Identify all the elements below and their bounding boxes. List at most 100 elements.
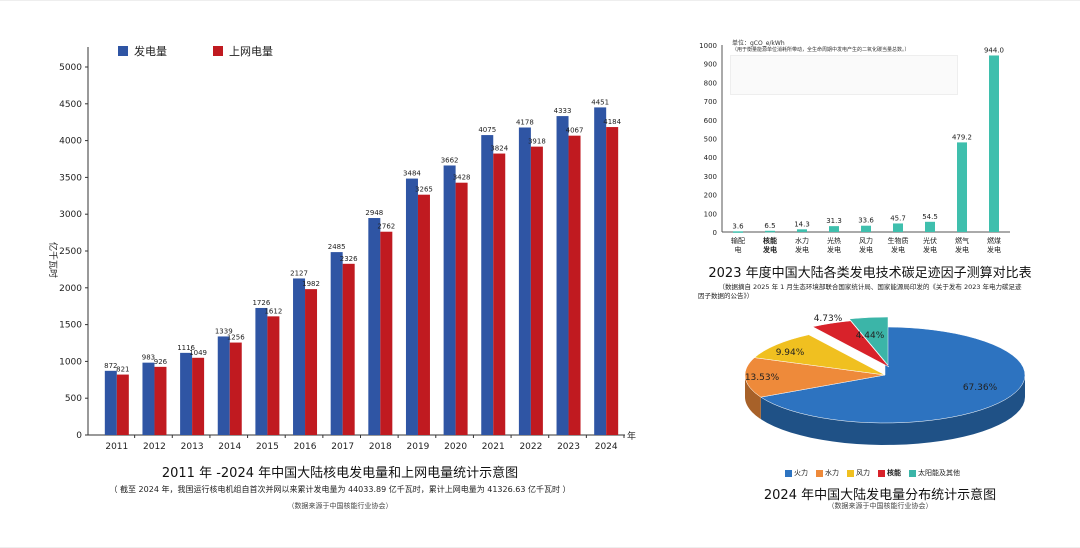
x-tick-label: 2016 xyxy=(294,442,317,452)
pie-slice-火力 xyxy=(760,326,1026,424)
x-axis-label: 年 xyxy=(627,430,636,442)
y-tick-label: 1000 xyxy=(699,42,717,50)
x-tick-label: 发电 xyxy=(955,245,969,254)
x-tick-label: 燃气 xyxy=(955,236,969,245)
bar-grid-2019 xyxy=(417,194,430,435)
pie-legend-item: 水力 xyxy=(816,468,839,478)
bar-value-label: 4333 xyxy=(554,107,572,115)
pie-label: 4.44% xyxy=(856,331,885,341)
x-tick-label: 2020 xyxy=(444,442,467,452)
bar-value-label: 45.7 xyxy=(890,214,906,222)
bar-generation-2023 xyxy=(556,116,569,436)
x-tick-label: 2019 xyxy=(407,442,430,452)
y-tick-label: 200 xyxy=(704,192,717,200)
y-tick-label: 1500 xyxy=(59,321,82,331)
bar-value-label: 4067 xyxy=(566,127,584,135)
x-tick-label: 光伏 xyxy=(923,236,937,245)
x-tick-label: 发电 xyxy=(923,245,937,254)
chart3-source: （数据来源于中国核能行业协会） xyxy=(827,502,933,510)
bar-value-label: 4451 xyxy=(591,98,609,106)
bar-value-label: 1256 xyxy=(227,334,245,342)
bar-generation-2017 xyxy=(330,252,343,435)
chart1-subtitle: （ 截至 2024 年，我国运行核电机组自首次并网以来累计发电量为 44033.… xyxy=(109,485,571,494)
pie-label: 67.36% xyxy=(963,383,998,393)
chart2-subtitle-1: （数据摘自 2025 年 1 月生态环境部联合国家统计局、国家能源局印发的《关于… xyxy=(718,283,1022,291)
bar-value-label: 4075 xyxy=(478,126,496,134)
bar-value-label: 2485 xyxy=(328,243,346,251)
bar-generation-2021 xyxy=(481,135,494,435)
bar-generation-2019 xyxy=(405,178,418,435)
bar-value-label: 926 xyxy=(154,358,168,366)
bar-generation-2018 xyxy=(368,218,381,435)
pie-slice-风力 xyxy=(753,334,886,376)
bar-grid-2024 xyxy=(606,127,619,435)
bar-value-label: 2326 xyxy=(340,255,358,263)
chart2-note: （用于衡量能源单位消耗所带动，全生命周期中发电产生的二氧化碳当量总数。） xyxy=(732,47,910,53)
bar-输配电 xyxy=(733,231,743,233)
bar-generation-2020 xyxy=(443,165,456,435)
chart2-description-box xyxy=(730,55,958,95)
x-tick-label: 电 xyxy=(735,245,742,254)
pie-legend-item: 核能 xyxy=(878,468,901,478)
pie-side-水力 xyxy=(745,375,761,420)
x-tick-label: 风力 xyxy=(859,236,873,245)
bar-value-label: 3662 xyxy=(441,156,459,164)
pie-legend-item: 风力 xyxy=(847,468,870,478)
bar-generation-2013 xyxy=(180,352,193,435)
generation-distribution-pie: 67.36% 13.53% 9.94% 4.73% 4.44% xyxy=(744,314,1026,445)
x-tick-label: 发电 xyxy=(827,245,841,254)
bar-generation-2016 xyxy=(293,278,306,435)
x-tick-label: 光热 xyxy=(827,236,841,245)
legend-swatch xyxy=(785,469,792,477)
bar-燃煤发电 xyxy=(989,55,999,232)
legend-swatch xyxy=(847,469,854,477)
y-tick-label: 700 xyxy=(704,98,717,106)
x-tick-label: 2011 xyxy=(105,442,128,452)
x-tick-label: 发电 xyxy=(795,245,809,254)
chart2-title: 2023 年度中国大陆各类发电技术碳足迹因子测算对比表 xyxy=(708,266,1032,281)
bar-generation-2011 xyxy=(104,370,117,435)
y-tick-label: 0 xyxy=(76,431,82,441)
bar-核能发电 xyxy=(765,230,775,233)
carbon-footprint-chart: 0 100 200 300 400 500 600 700 800 900 1000 3.6 输配电 6.… xyxy=(699,42,1010,254)
y-tick-label: 900 xyxy=(704,61,717,69)
y-tick-label: 100 xyxy=(704,210,717,218)
bar-grid-2014 xyxy=(229,342,242,435)
bar-value-label: 479.2 xyxy=(952,133,972,141)
bar-光伏发电 xyxy=(925,221,935,232)
bar-value-label: 2127 xyxy=(290,269,308,277)
bar-grid-2023 xyxy=(568,135,581,435)
x-tick-label: 核能 xyxy=(763,236,777,245)
x-tick-label: 2013 xyxy=(181,442,204,452)
bar-generation-2014 xyxy=(217,336,230,435)
legend-swatch xyxy=(909,469,916,477)
bar-generation-2012 xyxy=(142,362,155,435)
y-axis-label: 亿千瓦时 xyxy=(47,242,59,278)
bar-value-label: 31.3 xyxy=(826,217,842,225)
y-tick-label: 800 xyxy=(704,79,717,87)
bar-grid-2012 xyxy=(154,366,167,435)
bar-value-label: 1049 xyxy=(189,349,207,357)
bar-value-label: 1726 xyxy=(252,299,270,307)
bar-value-label: 6.5 xyxy=(764,222,775,230)
y-tick-label: 2000 xyxy=(59,284,82,294)
x-tick-label: 发电 xyxy=(891,245,905,254)
bar-燃气发电 xyxy=(957,142,967,232)
pie-label: 9.94% xyxy=(776,348,805,358)
bar-grid-2021 xyxy=(493,153,506,436)
bar-value-label: 872 xyxy=(104,362,117,370)
legend-label: 火力 xyxy=(794,469,808,477)
x-tick-label: 发电 xyxy=(859,245,873,254)
bar-value-label: 983 xyxy=(142,354,155,362)
bar-value-label: 3484 xyxy=(403,170,421,178)
bar-value-label: 14.3 xyxy=(794,220,810,228)
legend-swatch xyxy=(816,469,823,477)
pie-label: 13.53% xyxy=(745,373,780,383)
y-tick-label: 5000 xyxy=(59,63,82,73)
x-tick-label: 2014 xyxy=(218,442,241,452)
bar-value-label: 2948 xyxy=(365,209,383,217)
x-tick-label: 输配 xyxy=(731,236,745,245)
bar-grid-2013 xyxy=(192,357,205,435)
bar-grid-2011 xyxy=(116,374,129,435)
bar-光热发电 xyxy=(829,226,839,232)
